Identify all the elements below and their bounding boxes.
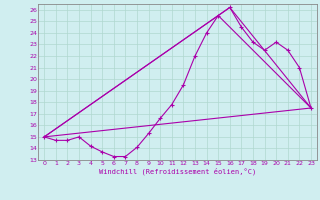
X-axis label: Windchill (Refroidissement éolien,°C): Windchill (Refroidissement éolien,°C) [99, 168, 256, 175]
